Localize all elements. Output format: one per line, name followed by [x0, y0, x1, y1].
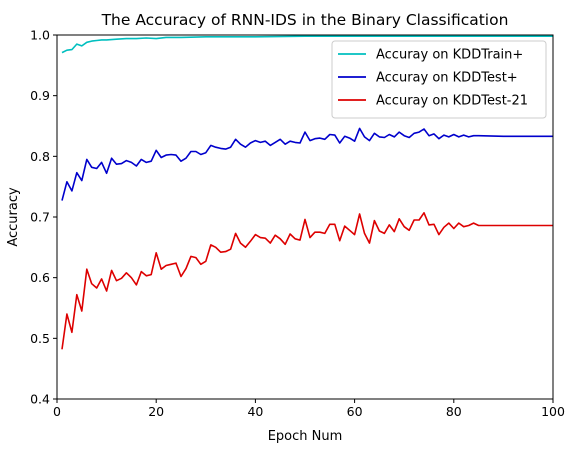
- y-tick-label: 0.6: [30, 270, 50, 285]
- chart-title: The Accuracy of RNN-IDS in the Binary Cl…: [101, 11, 509, 29]
- x-tick-label: 40: [247, 404, 263, 419]
- legend-entry-3: Accuray on KDDTest-21: [376, 94, 528, 109]
- x-tick-label: 60: [347, 404, 363, 419]
- series-line-1: [61, 35, 553, 54]
- legend-entry-1: Accuray on KDDTrain+: [376, 48, 523, 63]
- legend: Accuray on KDDTrain+ Accuray on KDDTest+ A…: [331, 40, 547, 119]
- y-axis-label: Accuracy: [6, 187, 21, 247]
- axes: 0 20 40 60 80 100 0.4 0.5 0.6 0.7 0.8 0.9 1.0: [30, 28, 565, 420]
- y-tick-label: 0.5: [30, 331, 50, 346]
- x-tick-label: 20: [148, 404, 164, 419]
- x-axis-label: Epoch Num: [268, 429, 343, 444]
- y-tick-label: 0.7: [30, 210, 50, 225]
- plot-area: [61, 35, 553, 350]
- y-tick-label: 0.4: [30, 392, 50, 407]
- y-tick-label: 0.9: [30, 88, 50, 103]
- x-tick-label: 0: [53, 404, 61, 419]
- series-line-2: [61, 127, 553, 201]
- legend-box: [331, 40, 547, 119]
- y-tick-label: 1.0: [30, 28, 50, 43]
- x-tick-label: 80: [446, 404, 462, 419]
- y-tick-label: 0.8: [30, 149, 50, 164]
- x-tick-label: 100: [541, 404, 565, 419]
- legend-entry-2: Accuray on KDDTest+: [376, 71, 518, 86]
- series-line-3: [61, 212, 553, 350]
